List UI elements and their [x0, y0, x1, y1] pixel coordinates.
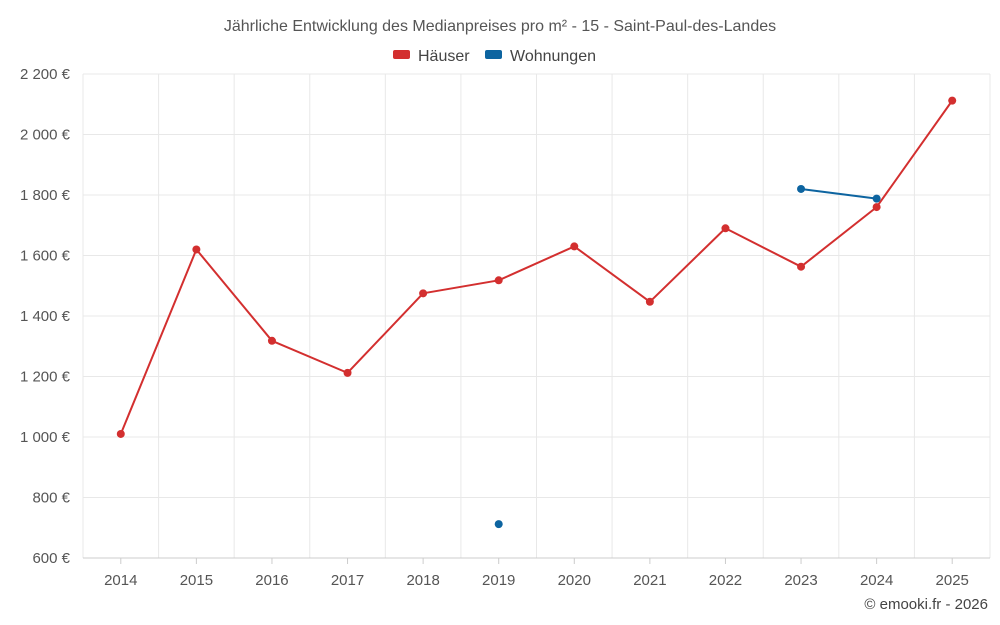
data-point-haeuser[interactable] — [797, 262, 806, 271]
series-layer — [116, 96, 957, 529]
x-tick-label: 2020 — [558, 572, 591, 589]
y-tick-label: 1 400 € — [20, 308, 71, 325]
series-haeuser — [116, 96, 957, 438]
x-tick-label: 2021 — [633, 572, 666, 589]
credit-text: © emooki.fr - 2026 — [864, 596, 988, 613]
x-tick-label: 2014 — [104, 572, 137, 589]
data-point-haeuser[interactable] — [948, 96, 957, 105]
x-tick-label: 2025 — [936, 572, 969, 589]
legend: Häuser Wohnungen — [393, 48, 596, 65]
y-tick-label: 2 200 € — [20, 66, 71, 83]
legend-swatch-wohnungen — [485, 50, 502, 59]
chart-title: Jährliche Entwicklung des Medianpreises … — [224, 18, 776, 35]
y-tick-label: 1 600 € — [20, 248, 71, 265]
series-line-haeuser — [119, 100, 954, 435]
y-tick-label: 600 € — [32, 550, 70, 567]
series-wohnungen — [494, 184, 881, 529]
data-point-haeuser[interactable] — [494, 276, 503, 285]
data-point-haeuser[interactable] — [645, 297, 654, 306]
data-point-haeuser[interactable] — [872, 203, 881, 212]
x-tick-label: 2016 — [255, 572, 288, 589]
y-tick-label: 1 000 € — [20, 429, 71, 446]
y-tick-label: 1 800 € — [20, 187, 71, 204]
data-point-wohnungen[interactable] — [872, 194, 881, 203]
y-tick-label: 2 000 € — [20, 127, 71, 144]
x-tick-label: 2017 — [331, 572, 364, 589]
data-point-haeuser[interactable] — [192, 245, 201, 254]
x-tick-label: 2018 — [406, 572, 439, 589]
legend-item-wohnungen[interactable]: Wohnungen — [485, 48, 596, 65]
x-tick-label: 2023 — [784, 572, 817, 589]
data-point-haeuser[interactable] — [267, 336, 276, 345]
legend-label-haeuser: Häuser — [418, 48, 470, 65]
data-point-haeuser[interactable] — [116, 429, 125, 438]
data-point-haeuser[interactable] — [419, 289, 428, 298]
series-line-wohnungen — [800, 187, 877, 200]
x-tick-label: 2024 — [860, 572, 893, 589]
x-tick-label: 2022 — [709, 572, 742, 589]
data-point-wohnungen[interactable] — [797, 184, 806, 193]
y-tick-label: 1 200 € — [20, 369, 71, 386]
y-tick-label: 800 € — [32, 490, 70, 507]
data-point-wohnungen[interactable] — [494, 520, 503, 529]
x-axis-ticks: 2014 2015 2016 2017 2018 2019 2020 2021 2022 2023… — [104, 558, 969, 589]
x-tick-label: 2015 — [180, 572, 213, 589]
legend-item-haeuser[interactable]: Häuser — [393, 48, 470, 65]
legend-label-wohnungen: Wohnungen — [510, 48, 596, 65]
data-point-haeuser[interactable] — [721, 224, 730, 233]
y-axis-ticks: 600 € 800 € 1 000 € 1 200 € 1 400 € 1 600 € 1 … — [20, 66, 71, 567]
data-point-haeuser[interactable] — [343, 368, 352, 377]
legend-swatch-haeuser — [393, 50, 410, 59]
data-point-haeuser[interactable] — [570, 242, 579, 251]
x-tick-label: 2019 — [482, 572, 515, 589]
